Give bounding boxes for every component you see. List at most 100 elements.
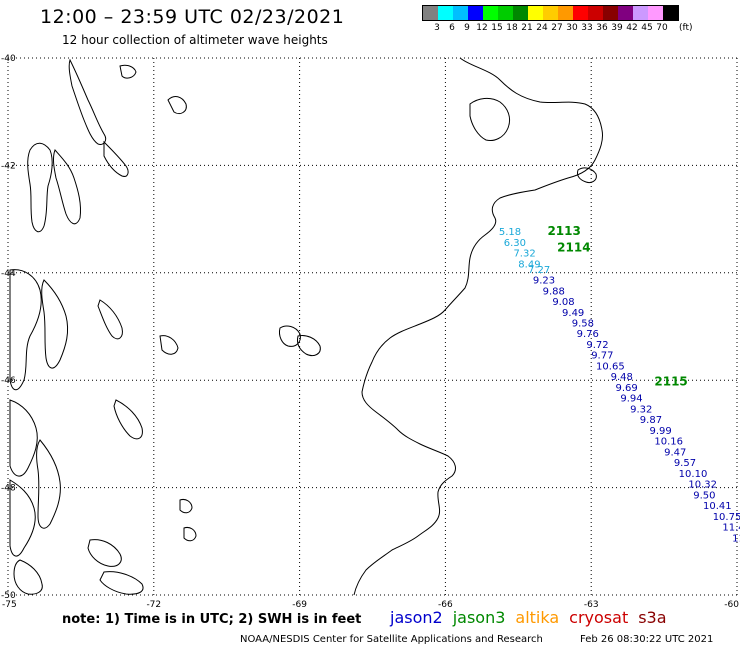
swh-value-label: 9.94 — [620, 394, 642, 405]
swh-value-label: 9.99 — [650, 426, 672, 437]
legend-swatch — [618, 6, 633, 20]
legend-swatch — [468, 6, 483, 20]
legend-swatch — [453, 6, 468, 20]
swh-value-label: 11. — [732, 533, 740, 544]
swh-value-label: 10.65 — [596, 361, 625, 372]
swh-value-label: 6.30 — [504, 238, 526, 249]
coastline-segment — [36, 439, 61, 529]
coastline-segment — [13, 559, 43, 595]
coastline-segment — [41, 279, 69, 369]
coastline-segment — [279, 325, 301, 347]
swh-value-label: 9.47 — [664, 447, 686, 458]
legend-swatch — [648, 6, 663, 20]
swh-value-label: 9.08 — [552, 297, 574, 308]
swh-value-label: 5.18 — [499, 227, 521, 238]
coastline-segment — [52, 149, 81, 225]
legend-label: 27 — [551, 23, 563, 33]
swh-value-label: 10.32 — [688, 480, 717, 491]
legend-label: 70 — [656, 23, 668, 33]
legend-label: 9 — [464, 23, 470, 33]
satellite-legend-item: cryosat — [569, 608, 629, 627]
legend-swatch — [528, 6, 543, 20]
orbit-number-label: 2114 — [557, 240, 590, 254]
legend-label: 12 — [476, 23, 488, 33]
legend-swatch — [633, 6, 648, 20]
swh-value-label: 9.69 — [616, 383, 638, 394]
legend-swatch — [603, 6, 618, 20]
satellite-legend-item: jason2 — [390, 608, 443, 627]
lon-tick-label: -66 — [438, 600, 453, 610]
coastline-segment — [27, 142, 53, 233]
coastline-segment — [113, 399, 143, 440]
swh-value-label: 9.58 — [572, 319, 594, 330]
coastline-segment — [99, 571, 144, 595]
swh-value-label: 9.72 — [586, 340, 608, 351]
swh-value-label: 7.32 — [513, 249, 535, 260]
satellite-legend: jason2 jason3 altika cryosat s3a — [390, 608, 677, 627]
swh-value-label: 11.4 — [722, 523, 740, 534]
altimeter-track: 5.186.307.328.497.279.239.889.089.499.58… — [499, 224, 740, 544]
swh-value-label: 9.23 — [533, 276, 555, 287]
swh-value-label: 9.48 — [611, 372, 633, 383]
lon-tick-label: -63 — [584, 600, 599, 610]
legend-unit: (ft) — [679, 23, 693, 33]
swh-value-label: 10.10 — [679, 469, 708, 480]
legend-label: 18 — [506, 23, 518, 33]
coastline-segment — [183, 527, 197, 542]
legend-swatch — [513, 6, 528, 20]
lat-tick-label: -46 — [1, 376, 16, 386]
swh-value-label: 10.41 — [703, 501, 732, 512]
legend-swatch — [543, 6, 558, 20]
lon-tick-label: -60 — [724, 600, 739, 610]
credit-timestamp: Feb 26 08:30:22 UTC 2021 — [580, 634, 714, 645]
legend-swatch — [573, 6, 588, 20]
legend-label: 33 — [581, 23, 593, 33]
color-legend: 3 6 9 12 15 18 21 24 27 30 33 36 39 42 45 70 (ft) — [422, 5, 693, 35]
coastline — [9, 57, 603, 596]
page-title: 12:00 – 23:59 UTC 02/23/2021 — [40, 6, 345, 28]
lat-tick-label: -50 — [1, 591, 16, 601]
swh-value-label: 9.32 — [630, 404, 652, 415]
lat-lon-grid: -40-42-44-46-48-50-75-72-69-66-63-60 — [1, 54, 739, 610]
coastline-segment — [119, 64, 137, 79]
swh-value-label: 9.76 — [577, 329, 599, 340]
swh-value-label: 9.50 — [693, 490, 715, 501]
coastline-segment — [353, 57, 603, 596]
legend-swatches — [422, 5, 679, 21]
legend-labels: 3 6 9 12 15 18 21 24 27 30 33 36 39 42 45 70 (ft) — [422, 23, 692, 35]
lon-tick-label: -72 — [146, 600, 161, 610]
coastline-segment — [167, 96, 187, 115]
lat-tick-label: -44 — [1, 269, 16, 279]
legend-label: 45 — [641, 23, 653, 33]
swh-value-label: 7.27 — [528, 265, 550, 276]
satellite-legend-item: s3a — [638, 608, 667, 627]
coastline-segment — [9, 479, 36, 557]
legend-label: 15 — [491, 23, 503, 33]
legend-label: 30 — [566, 23, 578, 33]
legend-swatch — [483, 6, 498, 20]
coastline-segment — [87, 539, 122, 567]
coastline-segment — [97, 299, 123, 340]
legend-swatch — [588, 6, 603, 20]
legend-label: 21 — [521, 23, 533, 33]
credit-line: NOAA/NESDIS Center for Satellite Applica… — [240, 634, 543, 645]
swh-value-label: 8.49 — [518, 259, 540, 270]
legend-label: 24 — [536, 23, 548, 33]
swh-value-label: 9.87 — [640, 415, 662, 426]
coastline-segment — [577, 167, 597, 183]
legend-swatch — [498, 6, 513, 20]
legend-label: 39 — [611, 23, 623, 33]
legend-label: 6 — [449, 23, 455, 33]
lon-tick-label: -75 — [2, 600, 17, 610]
legend-swatch — [438, 6, 453, 20]
swh-value-label: 10.75 — [713, 512, 740, 523]
coastline-segment — [469, 97, 511, 141]
satellite-legend-item: jason3 — [452, 608, 506, 627]
swh-value-label: 9.57 — [674, 458, 696, 469]
swh-value-label: 9.49 — [562, 308, 584, 319]
coastline-segment — [103, 140, 129, 177]
page-subtitle: 12 hour collection of altimeter wave hei… — [62, 33, 328, 47]
swh-value-label: 9.88 — [543, 286, 565, 297]
coastline-segment — [9, 269, 42, 391]
